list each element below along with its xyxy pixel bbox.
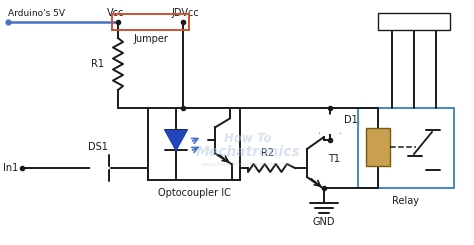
Text: Optocoupler IC: Optocoupler IC	[157, 188, 230, 198]
Text: R2: R2	[261, 148, 274, 158]
Text: NO COM NC: NO COM NC	[387, 18, 441, 27]
Polygon shape	[165, 130, 187, 150]
Text: Arduino's 5V: Arduino's 5V	[8, 9, 65, 18]
Bar	[148, 108, 240, 180]
Text: T1: T1	[328, 154, 340, 164]
Polygon shape	[320, 115, 340, 133]
Text: GND: GND	[313, 217, 335, 227]
Text: Jumper: Jumper	[133, 34, 168, 44]
Bar	[378, 13, 450, 30]
Text: In1: In1	[3, 163, 18, 173]
Text: DS1: DS1	[88, 142, 108, 152]
Text: R1: R1	[91, 59, 104, 69]
Text: Relay: Relay	[392, 196, 419, 206]
Text: How To: How To	[224, 132, 272, 145]
Bar	[358, 108, 454, 188]
Text: JDVcc: JDVcc	[171, 8, 199, 18]
Text: www.HowToMechatronics.com: www.HowToMechatronics.com	[201, 161, 295, 167]
Bar	[366, 128, 390, 166]
Bar	[112, 14, 189, 30]
Text: Mechatronics: Mechatronics	[196, 145, 301, 159]
Polygon shape	[91, 157, 109, 179]
Text: D1: D1	[344, 115, 358, 125]
Text: Vcc: Vcc	[107, 8, 125, 18]
